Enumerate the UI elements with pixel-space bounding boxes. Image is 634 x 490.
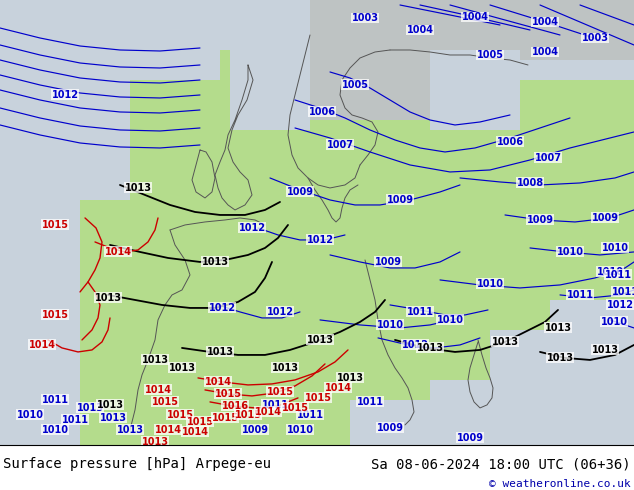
Text: 1013: 1013 [417, 343, 444, 353]
Text: 1010: 1010 [377, 320, 403, 330]
Text: 1008: 1008 [517, 178, 543, 188]
Text: 1009: 1009 [242, 425, 269, 435]
Text: 1014: 1014 [29, 340, 56, 350]
Text: 1013: 1013 [207, 347, 233, 357]
Text: 1012: 1012 [51, 90, 79, 100]
Text: 1013: 1013 [592, 345, 619, 355]
Text: 1004: 1004 [531, 47, 559, 57]
Text: © weatheronline.co.uk: © weatheronline.co.uk [489, 479, 631, 489]
Text: 1011: 1011 [406, 307, 434, 317]
Text: 1013: 1013 [77, 403, 103, 413]
Text: 1009: 1009 [592, 213, 619, 223]
Text: 1013: 1013 [100, 413, 127, 423]
Text: 1013: 1013 [547, 353, 574, 363]
Text: 1012: 1012 [401, 340, 429, 350]
Text: 1014: 1014 [325, 383, 351, 393]
Text: Sa 08-06-2024 18:00 UTC (06+36): Sa 08-06-2024 18:00 UTC (06+36) [371, 457, 631, 471]
Text: 1014: 1014 [155, 425, 181, 435]
Text: 1011: 1011 [604, 270, 631, 280]
Text: 1011: 1011 [261, 400, 288, 410]
Text: 1015: 1015 [167, 410, 193, 420]
Text: 1014: 1014 [105, 247, 131, 257]
Text: 1014: 1014 [181, 427, 209, 437]
Text: 1011: 1011 [41, 395, 68, 405]
Text: 1013: 1013 [124, 183, 152, 193]
Text: 1011: 1011 [567, 290, 593, 300]
Text: 1015: 1015 [235, 410, 261, 420]
Text: 1010: 1010 [602, 243, 628, 253]
Text: 1005: 1005 [342, 80, 368, 90]
Text: 1011: 1011 [61, 415, 89, 425]
Text: 1015: 1015 [212, 413, 238, 423]
Text: 1012: 1012 [238, 223, 266, 233]
Text: 1011: 1011 [612, 287, 634, 297]
Text: 1015: 1015 [152, 397, 179, 407]
Text: 1013: 1013 [117, 425, 143, 435]
Text: 1009: 1009 [287, 187, 313, 197]
Text: 1014: 1014 [205, 377, 231, 387]
Text: 1005: 1005 [477, 50, 503, 60]
Text: 1010: 1010 [557, 247, 583, 257]
Text: 1010: 1010 [41, 425, 68, 435]
Text: 1010: 1010 [597, 267, 623, 277]
Text: 1003: 1003 [581, 33, 609, 43]
Text: 1011: 1011 [356, 397, 384, 407]
Text: 1015: 1015 [41, 220, 68, 230]
Text: 1004: 1004 [462, 12, 489, 22]
Text: 1004: 1004 [406, 25, 434, 35]
Text: 1009: 1009 [377, 423, 403, 433]
Text: 1013: 1013 [271, 363, 299, 373]
Text: 1015: 1015 [281, 403, 309, 413]
Text: 1010: 1010 [287, 425, 313, 435]
Text: 1006: 1006 [496, 137, 524, 147]
Text: 1009: 1009 [375, 257, 401, 267]
Text: 1013: 1013 [337, 373, 363, 383]
Text: 1012: 1012 [209, 303, 235, 313]
Text: 1012: 1012 [607, 300, 633, 310]
Text: 1013: 1013 [491, 337, 519, 347]
Text: 1013: 1013 [202, 257, 228, 267]
Text: 1010: 1010 [436, 315, 463, 325]
Text: 1015: 1015 [214, 389, 242, 399]
Text: 1007: 1007 [327, 140, 354, 150]
Text: 1007: 1007 [534, 153, 562, 163]
Text: 1015: 1015 [41, 310, 68, 320]
Text: 1013: 1013 [306, 335, 333, 345]
Text: 1011: 1011 [297, 410, 323, 420]
Text: 1009: 1009 [456, 433, 484, 443]
Text: Surface pressure [hPa] Arpege-eu: Surface pressure [hPa] Arpege-eu [3, 457, 271, 471]
Text: 1010: 1010 [600, 317, 628, 327]
Text: 1004: 1004 [531, 17, 559, 27]
Text: 1013: 1013 [141, 437, 169, 447]
Text: 1010: 1010 [477, 279, 503, 289]
Text: 1009: 1009 [526, 215, 553, 225]
Text: 1013: 1013 [141, 355, 169, 365]
Text: 1012: 1012 [306, 235, 333, 245]
Text: 1009: 1009 [387, 195, 413, 205]
Text: 1012: 1012 [266, 307, 294, 317]
Text: 1016: 1016 [221, 401, 249, 411]
Text: 1003: 1003 [351, 13, 378, 23]
Text: 1013: 1013 [96, 400, 124, 410]
Text: 1006: 1006 [309, 107, 335, 117]
Text: 1013: 1013 [94, 293, 122, 303]
Text: 1010: 1010 [16, 410, 44, 420]
Text: 1013: 1013 [545, 323, 571, 333]
Text: 1015: 1015 [186, 417, 214, 427]
Text: 1014: 1014 [145, 385, 172, 395]
Text: 1013: 1013 [169, 363, 195, 373]
Text: 1015: 1015 [304, 393, 332, 403]
Text: 1014: 1014 [254, 407, 281, 417]
Text: 1015: 1015 [266, 387, 294, 397]
